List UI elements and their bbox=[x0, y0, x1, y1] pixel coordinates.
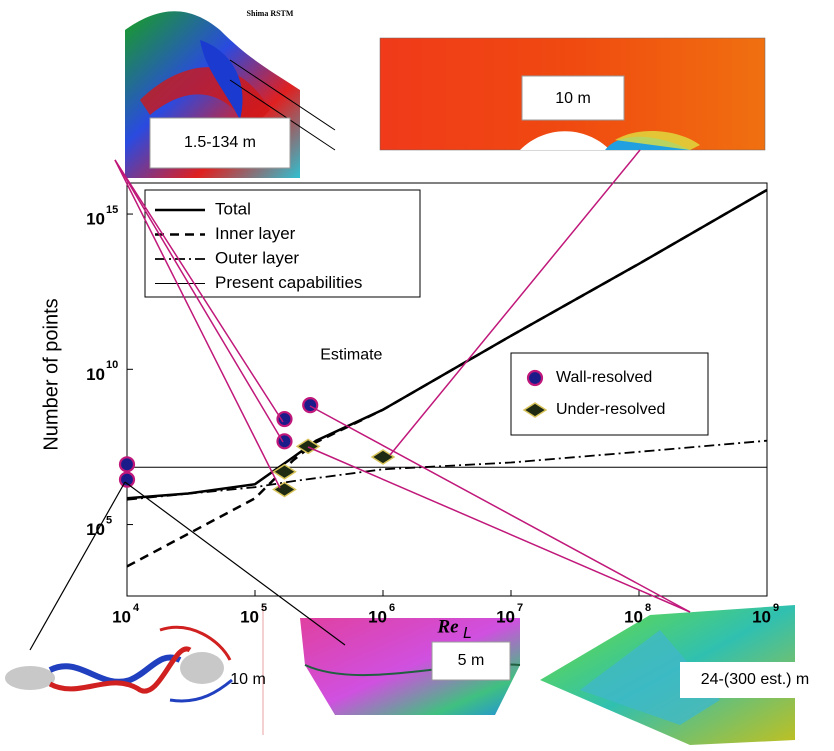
y-tick-sup: 10 bbox=[106, 359, 118, 371]
marker-circle bbox=[277, 412, 291, 426]
x-tick-label: 10 bbox=[752, 607, 771, 626]
y-axis-title: Number of points bbox=[40, 298, 62, 450]
inset-channel: 5 m bbox=[300, 618, 520, 715]
x-tick-sup: 6 bbox=[389, 602, 395, 614]
marker-circle bbox=[120, 473, 134, 487]
y-tick-sup: 5 bbox=[106, 514, 112, 526]
x-tick-label: 10 bbox=[496, 607, 515, 626]
inset-hill: 1.5-134 m Shima RSTM bbox=[120, 0, 335, 178]
x-tick-sup: 4 bbox=[133, 602, 140, 614]
legend-label: Outer layer bbox=[215, 248, 299, 267]
figure: 1.5-134 m Shima RSTM 10 m 10 m 5 m 24-(3… bbox=[0, 0, 834, 751]
inset-label: 5 m bbox=[458, 652, 485, 669]
marker-circle bbox=[120, 457, 134, 471]
legend-label: Under-resolved bbox=[556, 401, 665, 418]
legend-label: Wall-resolved bbox=[556, 369, 652, 386]
inset-label: 10 m bbox=[555, 90, 591, 107]
y-tick-sup: 15 bbox=[106, 204, 118, 216]
annotation: Estimate bbox=[320, 346, 382, 363]
y-tick-label: 10 bbox=[86, 210, 105, 229]
x-tick-label: 10 bbox=[624, 607, 643, 626]
y-tick-label: 10 bbox=[86, 365, 105, 384]
marker-circle bbox=[528, 371, 542, 385]
x-tick-sup: 8 bbox=[645, 602, 651, 614]
legend-box bbox=[511, 353, 708, 435]
x-tick-sup: 7 bbox=[517, 602, 523, 614]
inset-label: 1.5-134 m bbox=[184, 134, 256, 151]
x-tick-label: 10 bbox=[112, 607, 131, 626]
inset-caption: Shima RSTM bbox=[247, 9, 294, 18]
marker-circle bbox=[303, 398, 317, 412]
x-axis-title-sub: L bbox=[463, 625, 472, 642]
legend-label: Present capabilities bbox=[215, 273, 362, 292]
x-tick-sup: 5 bbox=[261, 602, 267, 614]
legend-label: Inner layer bbox=[215, 224, 296, 243]
x-tick-sup: 9 bbox=[773, 602, 779, 614]
inset-flow: 10 m bbox=[380, 38, 765, 150]
x-axis-title: Re bbox=[436, 616, 459, 637]
inset-label: 10 m bbox=[230, 671, 266, 688]
x-tick-label: 10 bbox=[368, 607, 387, 626]
page: 1.5-134 m Shima RSTM 10 m 10 m 5 m 24-(3… bbox=[0, 0, 834, 751]
inset-wedge: 24-(300 est.) m bbox=[540, 605, 830, 745]
x-tick-label: 10 bbox=[240, 607, 259, 626]
inset-label: 24-(300 est.) m bbox=[701, 671, 809, 688]
legend-label: Total bbox=[215, 199, 251, 218]
